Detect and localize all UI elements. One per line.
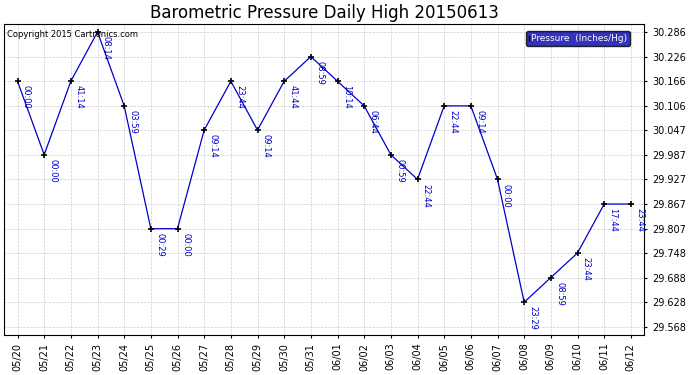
Text: 00:00: 00:00	[181, 233, 190, 256]
Legend: Pressure  (Inches/Hg): Pressure (Inches/Hg)	[526, 32, 630, 46]
Text: 09:14: 09:14	[208, 134, 217, 158]
Text: 23:44: 23:44	[235, 86, 244, 109]
Text: 41:14: 41:14	[75, 86, 84, 109]
Text: 09:14: 09:14	[262, 134, 270, 158]
Text: 08:14: 08:14	[101, 36, 110, 60]
Title: Barometric Pressure Daily High 20150613: Barometric Pressure Daily High 20150613	[150, 4, 499, 22]
Text: 08:59: 08:59	[315, 61, 324, 85]
Text: 22:44: 22:44	[422, 184, 431, 207]
Text: 00:29: 00:29	[155, 233, 164, 256]
Text: 41:44: 41:44	[288, 86, 297, 109]
Text: 00:59: 00:59	[395, 159, 404, 183]
Text: 00:00: 00:00	[21, 86, 30, 109]
Text: 23:44: 23:44	[635, 208, 644, 232]
Text: 08:59: 08:59	[555, 282, 564, 306]
Text: 06:44: 06:44	[368, 110, 377, 134]
Text: 22:44: 22:44	[448, 110, 457, 134]
Text: Copyright 2015 Cartronics.com: Copyright 2015 Cartronics.com	[8, 30, 139, 39]
Text: 03:59: 03:59	[128, 110, 137, 134]
Text: 10:14: 10:14	[342, 86, 351, 109]
Text: 00:00: 00:00	[502, 184, 511, 207]
Text: 23:29: 23:29	[529, 306, 538, 330]
Text: 09:14: 09:14	[475, 110, 484, 134]
Text: 00:00: 00:00	[48, 159, 57, 183]
Text: 17:44: 17:44	[609, 208, 618, 232]
Text: 23:44: 23:44	[582, 257, 591, 281]
